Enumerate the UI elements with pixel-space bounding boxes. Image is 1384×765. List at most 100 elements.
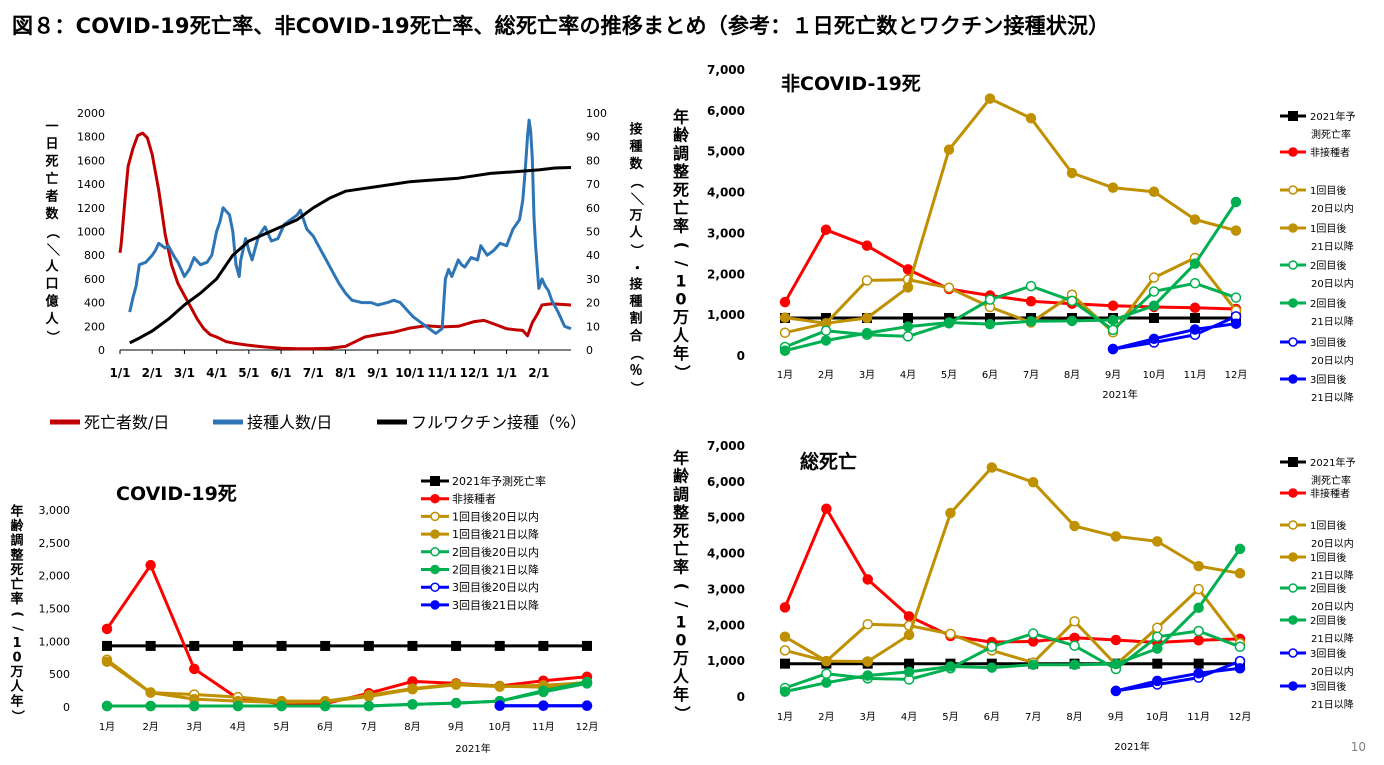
daily-x-tick-label: 8/1 <box>335 366 356 380</box>
svg-text:(: ( <box>10 611 25 617</box>
covid-x-tick-label: 4月 <box>230 721 246 733</box>
total-data-point <box>986 641 998 653</box>
total-legend-label: 3回目後 <box>1310 647 1346 660</box>
covid-y-tick-label: 2,500 <box>39 537 71 550</box>
total-data-point <box>1110 685 1122 697</box>
total-data-point <box>779 645 791 656</box>
noncovid-data-point <box>984 318 996 330</box>
noncovid-data-point <box>861 327 873 339</box>
noncovid-chart-title: 非COVID-19死 <box>781 73 921 95</box>
daily-x-tick-label: 1/1 <box>496 366 517 380</box>
covid-data-point <box>581 700 593 711</box>
total-data-point <box>1110 634 1122 646</box>
svg-text:率: 率 <box>673 558 689 577</box>
daily-series-line <box>129 166 572 345</box>
noncovid-data-point <box>943 317 955 328</box>
total-data-point <box>1193 602 1204 613</box>
covid-y-tick-label: 0 <box>63 701 70 714</box>
total-legend-marker <box>1288 648 1298 658</box>
noncovid-legend-label: 1回目後 <box>1310 222 1346 235</box>
total-x-tick-label: 1月 <box>777 711 793 723</box>
daily-left-tick-label: 800 <box>84 249 105 262</box>
total-x-tick-label: 3月 <box>860 711 876 723</box>
svg-text:万: 万 <box>672 649 689 668</box>
noncovid-y-tick-label: 5,000 <box>707 145 745 159</box>
svg-text:人: 人 <box>10 679 24 695</box>
covid-y-tick-label: 3,000 <box>39 504 71 517</box>
daily-x-tick-label: 2/1 <box>142 366 163 380</box>
noncovid-data-point <box>1189 302 1201 314</box>
total-series-line <box>783 507 1241 644</box>
daily-x-tick-label: 4/1 <box>206 366 227 380</box>
covid-legend-marker <box>430 511 440 522</box>
svg-text:）: ） <box>629 244 645 257</box>
total-data-point <box>903 611 915 622</box>
svg-text:年: 年 <box>10 504 23 520</box>
noncovid-y-tick-label: 7,000 <box>707 63 745 77</box>
svg-text:0: 0 <box>675 290 686 309</box>
noncovid-data-point <box>1107 314 1119 326</box>
total-data-point <box>1152 675 1163 687</box>
total-data-point <box>1027 476 1039 488</box>
daily-right-tick-label: 90 <box>586 131 600 144</box>
noncovid-data-point <box>820 335 832 346</box>
total-data-point <box>779 686 791 697</box>
noncovid-legend-marker <box>1288 147 1298 157</box>
daily-series-line <box>118 131 572 351</box>
total-legend-label: 2021年予 <box>1310 456 1355 469</box>
svg-text:）: ） <box>10 710 26 723</box>
total-legend-label: 2回目後 <box>1310 614 1346 627</box>
total-data-point <box>945 507 956 519</box>
covid-data-point <box>101 656 113 667</box>
svg-text:亡: 亡 <box>673 199 689 218</box>
covid-data-point <box>450 697 462 709</box>
svg-text:年: 年 <box>673 685 689 704</box>
covid-y-tick-label: 2,000 <box>39 570 71 583</box>
total-legend-marker <box>1288 552 1298 562</box>
noncovid-data-point <box>1148 272 1160 283</box>
covid-legend-marker <box>430 564 440 575</box>
svg-text:率: 率 <box>10 591 23 607</box>
covid-x-tick-label: 8月 <box>404 721 420 733</box>
covid-legend-label: 2021年予測死亡率 <box>452 474 546 488</box>
svg-text:亡: 亡 <box>673 540 689 559</box>
total-data-point <box>779 602 791 613</box>
covid-data-point <box>232 640 243 651</box>
covid-data-point <box>494 681 505 692</box>
svg-text:人: 人 <box>45 259 59 275</box>
svg-text:）: ） <box>673 706 692 722</box>
noncovid-data-point <box>1107 182 1119 193</box>
covid-x-tick-label: 6月 <box>317 721 333 733</box>
daily-right-tick-label: 50 <box>586 226 600 239</box>
covid-data-point <box>538 640 549 651</box>
svg-text:調: 調 <box>673 144 689 163</box>
total-x-axis-label: 2021年 <box>1114 740 1149 753</box>
noncovid-data-point <box>821 313 831 324</box>
total-data-point <box>1152 536 1163 547</box>
total-legend-label: 20日以内 <box>1311 600 1354 613</box>
covid-data-point <box>276 700 287 712</box>
covid-data-point <box>363 691 375 702</box>
noncovid-legend-label: 1回目後 <box>1310 184 1346 197</box>
covid-data-point <box>494 700 505 711</box>
total-data-point <box>862 656 873 667</box>
noncovid-data-point <box>1189 278 1201 289</box>
total-data-point <box>1152 658 1163 669</box>
svg-text:口: 口 <box>45 277 58 292</box>
covid-x-tick-label: 1月 <box>99 721 115 733</box>
covid-y-tick-label: 500 <box>49 668 70 681</box>
svg-text:人: 人 <box>673 667 690 686</box>
total-legend-marker <box>1288 583 1298 593</box>
noncovid-x-tick-label: 2月 <box>818 369 834 381</box>
noncovid-chart: 0 1,000 2,000 3,000 4,000 5,000 6,000 7,000 1月 2月… <box>672 63 1355 404</box>
covid-legend-label: 3回目後20日以内 <box>452 580 539 594</box>
svg-text:（: （ <box>629 347 645 360</box>
total-data-point <box>862 618 873 630</box>
daily-left-tick-label: 1000 <box>77 226 105 239</box>
svg-text:人: 人 <box>45 311 59 327</box>
svg-text:/: / <box>673 602 692 608</box>
svg-text:人: 人 <box>629 225 643 241</box>
covid-legend-marker <box>430 600 440 610</box>
total-y-tick-label: 7,000 <box>707 439 745 453</box>
noncovid-data-point <box>1066 167 1078 179</box>
